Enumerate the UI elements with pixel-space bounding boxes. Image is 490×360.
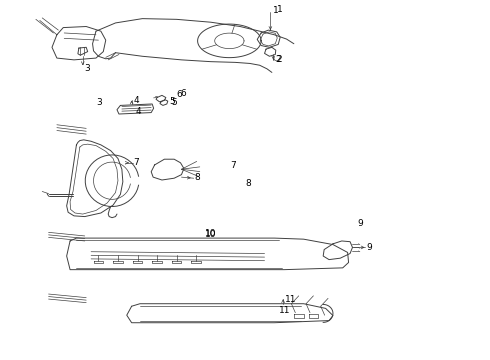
Text: 1: 1 [277,5,283,14]
Text: 5: 5 [172,98,177,107]
Text: 5: 5 [169,97,175,106]
Text: 2: 2 [277,55,282,64]
Text: 1: 1 [273,6,279,15]
Text: 6: 6 [180,89,186,98]
Text: 2: 2 [276,55,281,64]
Text: 7: 7 [134,158,139,167]
Text: 4: 4 [135,107,141,116]
Text: 8: 8 [195,174,200,183]
Text: 8: 8 [245,179,251,188]
Text: 11: 11 [285,294,296,303]
Text: 6: 6 [176,90,182,99]
Text: 9: 9 [357,219,363,228]
Text: 7: 7 [230,161,236,170]
Text: 4: 4 [134,96,139,105]
Text: 9: 9 [366,243,372,252]
Text: 10: 10 [205,229,217,238]
Text: 3: 3 [85,64,91,73]
Text: 11: 11 [279,306,291,315]
Text: 10: 10 [205,230,217,239]
Text: 3: 3 [96,98,102,107]
